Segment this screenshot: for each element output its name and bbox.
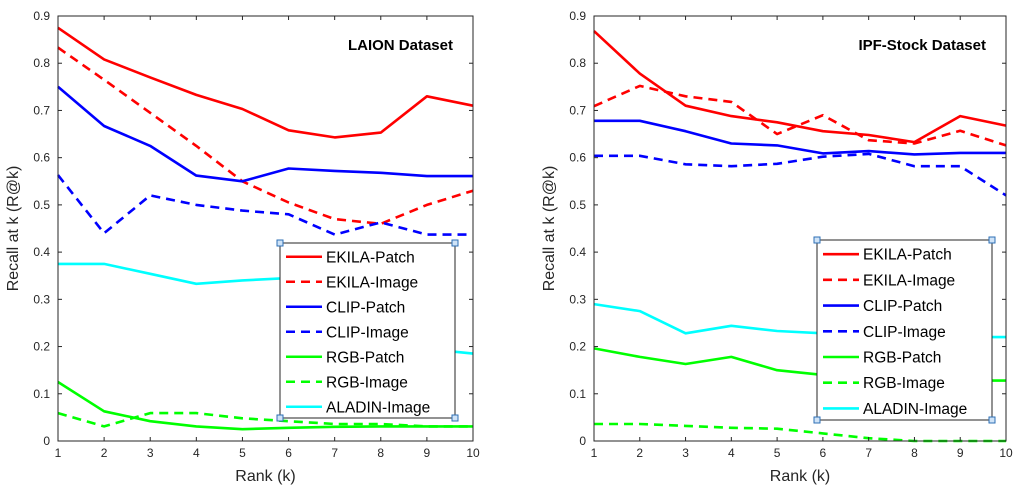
y-tick-label: 0.6 bbox=[33, 151, 50, 165]
x-tick-label: 4 bbox=[728, 446, 735, 460]
legend-label: RGB-Image bbox=[863, 375, 945, 392]
legend-label: EKILA-Image bbox=[863, 272, 955, 289]
legend-label: CLIP-Patch bbox=[863, 298, 942, 315]
y-tick-label: 0.6 bbox=[569, 151, 586, 165]
legend: EKILA-Patch EKILA-Image CLIP-Patch CLIP-Ima… bbox=[813, 236, 996, 424]
x-tick-label: 5 bbox=[774, 446, 781, 460]
chart-panel-1: 1 2 3 4 5 6 7 8 9 10 0 0.1 0.2 0.3 0.4 0.5 0.6 0.7 0.8 0.9 R… bbox=[5, 9, 480, 485]
legend-handle bbox=[988, 236, 996, 244]
legend-label: RGB-Image bbox=[326, 374, 408, 391]
series-line-ekila-image bbox=[57, 46, 474, 226]
series-line-clip-image bbox=[594, 152, 1007, 197]
series-line-clip-patch bbox=[594, 119, 1006, 156]
y-tick-label: 0.1 bbox=[33, 387, 50, 401]
legend: EKILA-Patch EKILA-Image CLIP-Patch CLIP-Ima… bbox=[276, 239, 459, 422]
y-axis-label: Recall at k (R@k) bbox=[5, 166, 22, 292]
series-line-rgb-image bbox=[57, 411, 473, 428]
y-tick-label: 0.3 bbox=[33, 292, 50, 306]
legend-handle bbox=[276, 414, 284, 422]
series-line-clip-patch bbox=[57, 85, 473, 183]
legend-handle bbox=[988, 416, 996, 424]
legend-label: EKILA-Patch bbox=[863, 247, 952, 264]
x-tick-label: 8 bbox=[911, 446, 918, 460]
legend-label: ALADIN-Image bbox=[326, 399, 430, 416]
y-tick-label: 0 bbox=[579, 434, 586, 448]
chart-title: LAION Dataset bbox=[348, 37, 453, 54]
x-tick-label: 1 bbox=[591, 446, 598, 460]
legend-label: EKILA-Patch bbox=[326, 249, 415, 266]
x-axis-label: Rank (k) bbox=[235, 468, 295, 485]
series-line-rgb-image bbox=[594, 422, 1006, 443]
x-tick-label: 2 bbox=[636, 446, 643, 460]
x-tick-label: 9 bbox=[424, 446, 431, 460]
y-tick-label: 0.8 bbox=[33, 56, 50, 70]
x-tick-label: 1 bbox=[55, 446, 62, 460]
legend-label: ALADIN-Image bbox=[863, 401, 967, 418]
x-tick-label: 7 bbox=[331, 446, 338, 460]
y-tick-label: 0.3 bbox=[569, 292, 586, 306]
x-tick-label: 6 bbox=[285, 446, 292, 460]
chart-panel-2: 1 2 3 4 5 6 7 8 9 10 0 0.1 0.2 0.3 0.4 0.5 0.6 0.7 0.8 0.9 R… bbox=[541, 9, 1013, 485]
y-tick-label: 0.7 bbox=[569, 103, 586, 117]
x-tick-label: 7 bbox=[865, 446, 872, 460]
x-tick-label: 9 bbox=[957, 446, 964, 460]
legend-handle bbox=[813, 416, 821, 424]
x-tick-label: 4 bbox=[193, 446, 200, 460]
legend-label: CLIP-Image bbox=[863, 324, 946, 341]
x-tick-label: 10 bbox=[999, 446, 1013, 460]
y-tick-label: 0.5 bbox=[33, 198, 50, 212]
legend-label: CLIP-Image bbox=[326, 324, 409, 341]
y-tick-label: 0.2 bbox=[33, 340, 50, 354]
y-tick-label: 0 bbox=[43, 434, 50, 448]
x-tick-label: 5 bbox=[239, 446, 246, 460]
x-tick-label: 3 bbox=[147, 446, 154, 460]
chart-title: IPF-Stock Dataset bbox=[858, 37, 986, 54]
legend-label: RGB-Patch bbox=[863, 350, 941, 367]
legend-handle bbox=[276, 239, 284, 247]
x-tick-label: 2 bbox=[101, 446, 108, 460]
series-line-ekila-patch bbox=[57, 26, 474, 139]
y-axis-label: Recall at k (R@k) bbox=[541, 166, 558, 292]
axes-box bbox=[57, 15, 474, 442]
y-tick-label: 0.7 bbox=[33, 103, 50, 117]
y-tick-label: 0.9 bbox=[33, 9, 50, 23]
legend-label: EKILA-Image bbox=[326, 274, 418, 291]
y-tick-label: 0.5 bbox=[569, 198, 586, 212]
y-tick-label: 0.1 bbox=[569, 387, 586, 401]
x-axis-label: Rank (k) bbox=[770, 468, 830, 485]
series-line-clip-image bbox=[56, 174, 473, 236]
series-line-ekila-patch bbox=[593, 30, 1007, 144]
x-tick-label: 8 bbox=[377, 446, 384, 460]
y-tick-label: 0.9 bbox=[569, 9, 586, 23]
x-tick-label: 6 bbox=[820, 446, 827, 460]
x-tick-label: 10 bbox=[466, 446, 480, 460]
legend-handle bbox=[451, 414, 459, 422]
axes-box bbox=[593, 15, 1007, 442]
y-tick-label: 0.4 bbox=[33, 245, 50, 259]
legend-handle bbox=[451, 239, 459, 247]
legend-handle bbox=[813, 236, 821, 244]
y-tick-label: 0.2 bbox=[569, 340, 586, 354]
legend-label: RGB-Patch bbox=[326, 349, 404, 366]
x-tick-label: 3 bbox=[682, 446, 689, 460]
y-tick-label: 0.4 bbox=[569, 245, 586, 259]
y-tick-label: 0.8 bbox=[569, 56, 586, 70]
legend-label: CLIP-Patch bbox=[326, 299, 405, 316]
